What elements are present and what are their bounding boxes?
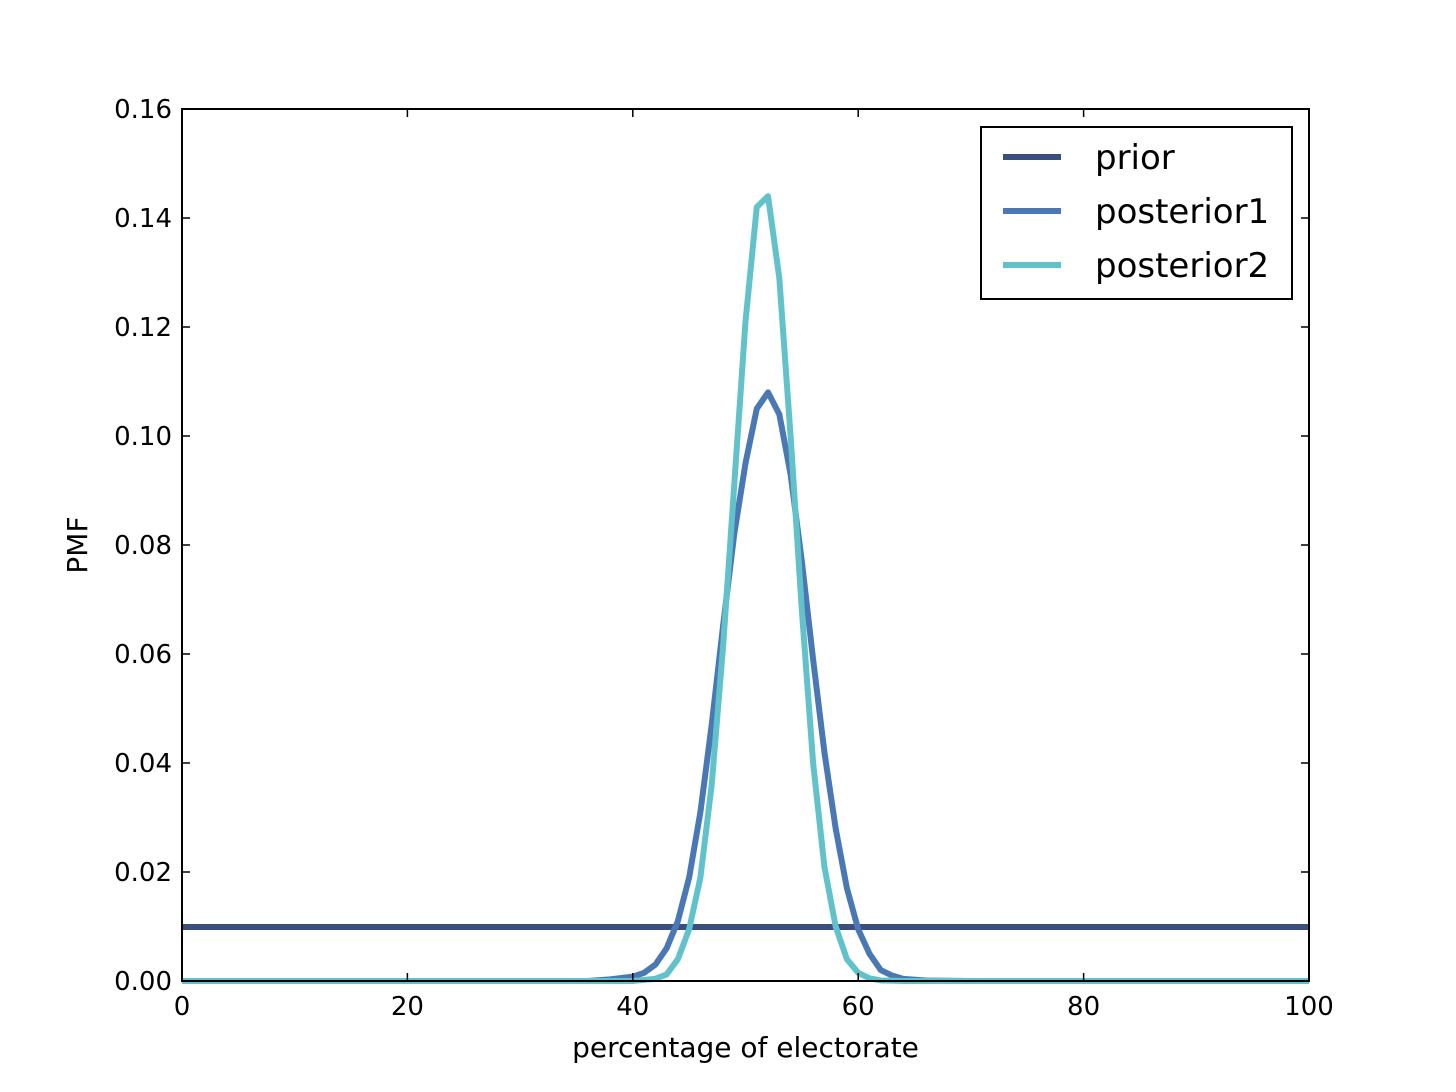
y-tick-label: 0.16 [114, 95, 172, 125]
legend: prior posterior1 posterior2 [980, 126, 1293, 300]
x-tick-label: 100 [1284, 992, 1334, 1022]
x-tick-label: 20 [391, 992, 424, 1022]
series-line-posterior2 [182, 193, 1309, 984]
x-tick-label: 80 [1067, 992, 1100, 1022]
legend-entries: prior posterior1 posterior2 [1003, 138, 1269, 286]
legend-label-prior: prior [1095, 138, 1175, 178]
y-tick-label: 0.08 [114, 531, 172, 561]
x-tick-label: 0 [174, 992, 191, 1022]
y-tick-label: 0.14 [114, 204, 172, 234]
series-line-posterior1 [182, 389, 1309, 984]
y-tick-label: 0.10 [114, 422, 172, 452]
legend-label-posterior1: posterior1 [1095, 192, 1269, 232]
x-tick-label: 40 [616, 992, 649, 1022]
y-tick-label: 0.06 [114, 640, 172, 670]
y-axis-label: PMF [61, 516, 94, 573]
x-tick-label: 60 [842, 992, 875, 1022]
x-axis-label: percentage of electorate [572, 1031, 919, 1064]
y-tick-label: 0.12 [114, 313, 172, 343]
legend-label-posterior2: posterior2 [1095, 246, 1269, 286]
tick-layer: 0 20 40 60 80 100 0.00 0.02 0.04 0.06 0.08 0.10 0.12… [114, 95, 1334, 1022]
y-tick-label: 0.04 [114, 749, 172, 779]
series-layer [182, 193, 1309, 984]
y-tick-label: 0.02 [114, 858, 172, 888]
y-tick-label: 0.00 [114, 967, 172, 997]
